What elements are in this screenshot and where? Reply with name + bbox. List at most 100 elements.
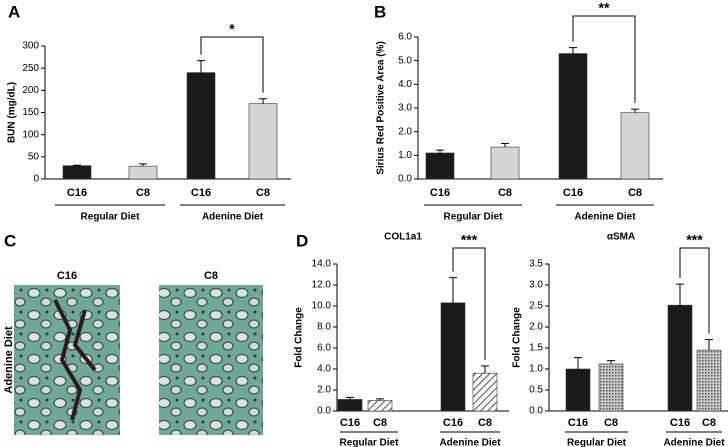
y-tick-label: 1.5 [529, 343, 543, 354]
micrograph [14, 285, 120, 435]
group-label: Adenine Diet [202, 212, 264, 223]
y-tick-label: 1.0 [398, 150, 412, 161]
bar [667, 304, 693, 412]
y-axis-label: Fold Change [512, 307, 523, 368]
y-axis-label: Fold Change [294, 307, 305, 368]
y-tick-label: 0 [33, 174, 39, 185]
y-tick-label: 12.0 [312, 280, 332, 291]
x-tick-label: C8 [373, 417, 387, 429]
error-bar [481, 365, 489, 374]
panel-letter: A [8, 2, 20, 21]
y-tick-label: 2.0 [529, 322, 543, 333]
bar [696, 349, 722, 412]
x-tick-label: C8 [604, 417, 618, 429]
image-label: C8 [204, 270, 218, 282]
y-tick-label: 0.0 [398, 174, 412, 185]
significance-label: * [229, 21, 235, 37]
y-tick-label: 3.5 [529, 259, 543, 270]
y-tick-label: 200 [22, 85, 39, 96]
chart-title: COL1a1 [384, 232, 422, 243]
x-tick-label: C8 [478, 417, 492, 429]
x-tick-label: C16 [443, 417, 463, 429]
x-tick-label: C16 [430, 187, 450, 199]
chart-title: αSMA [607, 232, 635, 243]
x-tick-label: C8 [702, 417, 716, 429]
y-tick-label: 2.5 [529, 301, 543, 312]
y-tick-label: 2.0 [398, 126, 412, 137]
error-bar [631, 108, 639, 113]
x-tick-label: C16 [670, 417, 690, 429]
error-bar [449, 277, 457, 303]
error-bar [346, 396, 354, 400]
x-tick-label: C16 [191, 187, 211, 199]
bar [128, 165, 158, 180]
y-tick-label: 4.0 [398, 79, 412, 90]
bar [565, 368, 591, 412]
x-tick-label: C8 [256, 187, 270, 199]
y-tick-label: 2.0 [317, 385, 331, 396]
significance-label: ** [599, 0, 610, 16]
error-bar [197, 60, 205, 73]
panel-letter: C [4, 231, 16, 250]
micrograph [159, 285, 263, 435]
significance-label: *** [461, 232, 478, 248]
x-tick-label: C16 [568, 417, 588, 429]
bar [558, 53, 588, 180]
y-tick-label: 5.0 [398, 55, 412, 66]
x-tick-label: C16 [67, 187, 87, 199]
panel-letter: D [296, 231, 308, 250]
y-tick-label: 10.0 [312, 301, 332, 312]
y-axis-label: BUN (mg/dL) [7, 82, 18, 143]
y-tick-label: 250 [22, 63, 39, 74]
y-tick-label: 14.0 [312, 259, 332, 270]
y-tick-label: 4.0 [317, 364, 331, 375]
group-label: Adenine Diet [663, 438, 725, 447]
y-tick-label: 150 [22, 107, 39, 118]
group-label: Adenine Diet [574, 212, 636, 223]
significance-bracket [452, 247, 486, 360]
error-bar [436, 149, 444, 153]
error-bar [569, 47, 577, 54]
fibrosis [53, 299, 97, 421]
y-tick-label: 8.0 [317, 322, 331, 333]
y-tick-label: 6.0 [398, 32, 412, 43]
error-bar [501, 143, 509, 148]
panel-letter: B [374, 2, 386, 21]
y-tick-label: 0.5 [529, 385, 543, 396]
significance-bracket [679, 247, 710, 334]
y-tick-label: 6.0 [317, 343, 331, 354]
bar [62, 165, 92, 180]
bar [186, 72, 216, 180]
y-tick-label: 300 [22, 41, 39, 52]
error-bar [574, 357, 582, 369]
error-bar [705, 339, 713, 351]
x-tick-label: C16 [340, 417, 360, 429]
y-tick-label: 0.0 [317, 406, 331, 417]
image-label: C16 [57, 270, 77, 282]
significance-bracket [200, 36, 264, 93]
error-bar [676, 283, 684, 306]
error-bar [139, 163, 147, 167]
bar [425, 152, 455, 180]
bar [598, 363, 624, 412]
row-label: Adenine Diet [3, 326, 15, 394]
error-bar [376, 398, 384, 401]
bar [367, 400, 393, 412]
significance-bracket [572, 15, 636, 104]
x-tick-label: C8 [498, 187, 512, 199]
significance-label: *** [686, 232, 703, 248]
y-tick-label: 3.0 [529, 280, 543, 291]
bar [440, 302, 466, 412]
y-tick-label: 3.0 [398, 103, 412, 114]
bar [472, 372, 498, 412]
y-tick-label: 1.0 [529, 364, 543, 375]
error-bar [259, 98, 267, 104]
bar [620, 112, 650, 180]
group-label: Regular Diet [340, 438, 400, 447]
y-tick-label: 100 [22, 129, 39, 140]
y-tick-label: 0.0 [529, 406, 543, 417]
x-tick-label: C8 [628, 187, 642, 199]
group-label: Adenine Diet [439, 438, 501, 447]
micrographs: C16 C8 Adenine Diet [3, 270, 263, 435]
